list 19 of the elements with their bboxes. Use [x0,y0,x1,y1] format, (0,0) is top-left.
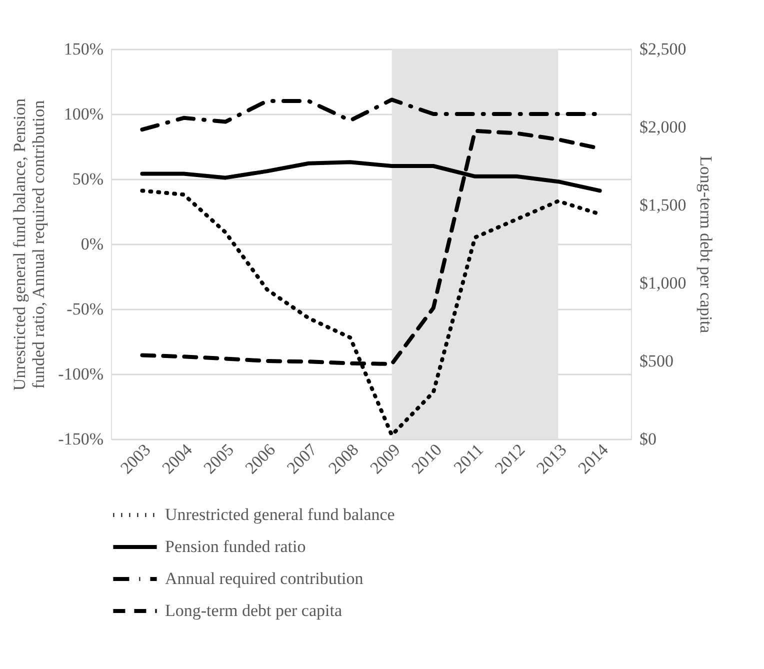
y2-tick-label: $0 [640,430,656,448]
y2-tick-label: $500 [640,352,674,370]
y2-tick-label: $1,000 [640,274,686,292]
legend-label: Unrestricted general fund balance [165,505,395,524]
y2-tick-label: $2,500 [640,40,686,58]
y2-tick-label: $2,000 [640,118,686,136]
y-tick-label: 100% [64,104,104,124]
y-tick-label: 150% [64,40,104,58]
y2-tick-label: $1,500 [640,196,686,214]
y-tick-label: -100% [58,364,104,384]
y-tick-label: -50% [66,300,104,318]
y-tick-label: 0% [80,234,104,254]
legend-label: Annual required contribution [165,569,364,588]
y-axis-title: Unrestricted general fund balance, Pension funded ratio, Annual required contribution [10,98,48,391]
legend-label: Long-term debt per capita [165,601,342,620]
y-tick-label: 50% [72,170,104,188]
legend-label: Pension funded ratio [165,537,306,556]
y2-axis-title: Long-term debt per capita [696,156,716,334]
y-tick-label: -150% [58,430,104,448]
